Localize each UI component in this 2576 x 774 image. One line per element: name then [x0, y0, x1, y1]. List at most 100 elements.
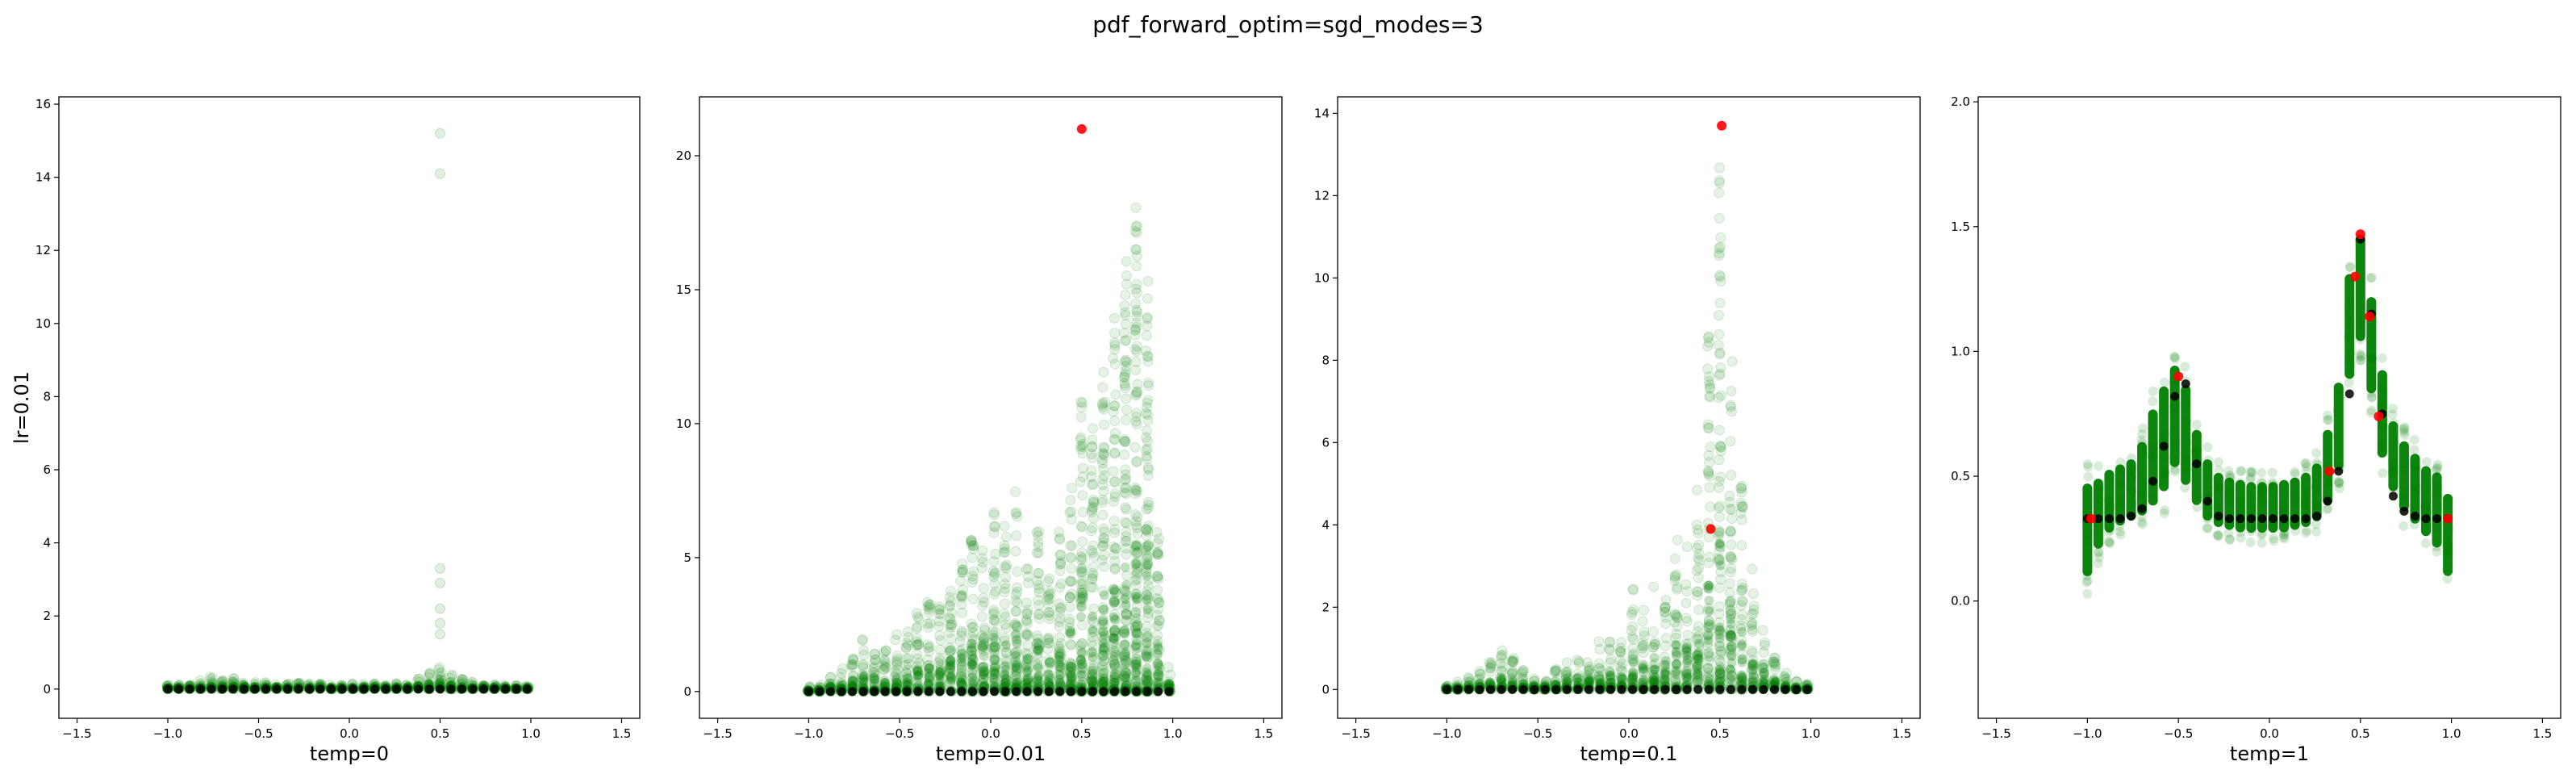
scatter-point	[1130, 356, 1142, 367]
scatter-point	[1702, 672, 1714, 684]
scatter-point	[2376, 401, 2386, 412]
scatter-point	[1021, 655, 1033, 667]
scatter-point	[1769, 652, 1781, 663]
mean-point	[2214, 512, 2223, 521]
mean-point	[2323, 496, 2332, 506]
scatter-point	[1130, 412, 1142, 423]
scatter-point	[1108, 625, 1120, 636]
scatter-point	[1120, 658, 1131, 669]
scatter-point	[1043, 599, 1054, 610]
scatter-point	[1693, 654, 1703, 664]
scatter-point	[1109, 488, 1121, 500]
scatter-point	[1110, 669, 1121, 680]
scatter-point	[1583, 677, 1593, 688]
scatter-point	[1075, 412, 1087, 423]
scatter-point	[979, 625, 991, 636]
scatter-point	[1748, 600, 1760, 612]
scatter-point	[1141, 330, 1152, 341]
scatter-point	[1044, 638, 1055, 649]
scatter-point	[1131, 278, 1142, 290]
scatter-point	[2192, 491, 2202, 501]
scatter-point	[1757, 671, 1768, 682]
scatter-point	[2366, 354, 2377, 365]
scatter-point	[2344, 303, 2354, 314]
scatter-point	[1681, 616, 1693, 627]
scatter-point	[1110, 671, 1121, 683]
scatter-point	[1681, 542, 1693, 553]
mean-point	[1628, 684, 1638, 694]
scatter-point	[1693, 669, 1703, 680]
scatter-point	[1561, 657, 1572, 668]
scatter-point	[2203, 513, 2214, 523]
scatter-point	[1703, 670, 1714, 681]
scatter-point	[1584, 668, 1595, 680]
scatter-point	[1077, 587, 1088, 598]
mean-point	[935, 687, 945, 697]
scatter-point	[1119, 625, 1130, 637]
scatter-point	[1097, 644, 1108, 655]
scatter-point	[1109, 609, 1121, 621]
scatter-point	[1703, 651, 1714, 662]
scatter-point	[1746, 617, 1757, 628]
scatter-point	[978, 592, 989, 604]
scatter-point	[2160, 452, 2170, 462]
scatter-point	[1077, 441, 1088, 452]
scatter-point	[1043, 670, 1054, 681]
scatter-point	[1142, 638, 1152, 649]
scatter-point	[1042, 575, 1054, 587]
scatter-point	[2420, 501, 2431, 512]
scatter-point	[1121, 586, 1132, 597]
scatter-point	[1142, 608, 1154, 619]
scatter-point	[1098, 617, 1108, 627]
scatter-point	[1142, 676, 1154, 687]
scatter-point	[1129, 676, 1141, 688]
scatter-point	[989, 653, 1000, 664]
scatter-point	[1680, 667, 1692, 678]
scatter-point	[1693, 552, 1704, 563]
scatter-point	[1692, 648, 1703, 659]
scatter-point	[2399, 425, 2409, 435]
scatter-point	[1582, 672, 1593, 684]
scatter-point	[1726, 470, 1737, 481]
scatter-point	[1627, 642, 1639, 654]
scatter-point	[1109, 659, 1121, 671]
scatter-point	[1735, 623, 1747, 634]
scatter-point	[1153, 658, 1163, 668]
highlight-point	[1717, 120, 1727, 131]
mean-point	[1099, 687, 1108, 697]
scatter-point	[1704, 583, 1715, 594]
scatter-point	[1121, 256, 1132, 267]
scatter-point	[1714, 425, 1725, 436]
scatter-point	[1704, 371, 1715, 383]
scatter-point	[1670, 639, 1680, 650]
scatter-point	[1010, 651, 1021, 661]
scatter-point	[1626, 675, 1638, 686]
scatter-point	[1054, 674, 1065, 684]
scatter-point	[1151, 665, 1163, 676]
scatter-point	[1715, 542, 1726, 553]
scatter-point	[1747, 624, 1758, 635]
scatter-point	[1076, 401, 1088, 412]
y-tick-label: 0	[43, 682, 51, 697]
scatter-point	[1726, 513, 1738, 525]
scatter-point	[1120, 655, 1131, 666]
scatter-point	[957, 590, 968, 601]
scatter-point	[1151, 547, 1163, 559]
scatter-point	[1108, 516, 1120, 527]
scatter-point	[835, 671, 846, 683]
scatter-point	[2409, 520, 2419, 530]
scatter-point	[2082, 459, 2093, 470]
mean-point	[880, 687, 890, 697]
series-mean	[163, 684, 532, 694]
scatter-point	[2356, 316, 2366, 326]
scatter-point	[1131, 559, 1142, 570]
scatter-point	[2126, 476, 2136, 487]
scatter-point	[1143, 539, 1154, 550]
scatter-point	[1714, 668, 1726, 680]
scatter-point	[1143, 575, 1154, 586]
scatter-point	[1735, 508, 1747, 519]
x-tick-label: 1.0	[521, 726, 541, 741]
scatter-point	[1758, 646, 1769, 658]
scatter-point	[2365, 273, 2376, 283]
scatter-point	[1118, 626, 1129, 638]
